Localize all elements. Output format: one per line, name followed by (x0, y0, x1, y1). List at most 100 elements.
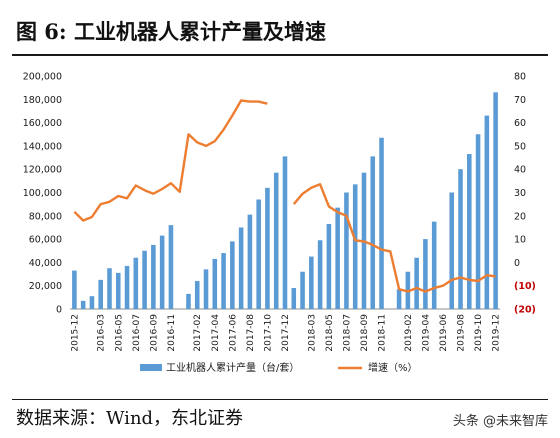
right-tick-label: 30 (514, 188, 526, 199)
line-series (73, 99, 496, 293)
left-tick-label: 60,000 (29, 235, 62, 246)
bar (256, 199, 261, 309)
x-axis: 2015-12 2016-03 2016-05 2016-07 2016-09 2016-… (70, 314, 501, 352)
growth-line (73, 99, 268, 222)
x-tick-label: 2018-11 (378, 314, 388, 352)
x-tick-label: 2016-05 (114, 314, 124, 352)
bar (89, 296, 95, 309)
legend-bar-label: 工业机器人累计产量（台/套） (166, 361, 299, 374)
x-tick-label: 2017-04 (211, 314, 221, 352)
legend-line-label: 增速（%） (368, 361, 418, 374)
bar (326, 223, 332, 309)
x-tick-label: 2018-09 (360, 314, 370, 352)
bar (273, 172, 279, 309)
left-tick-label: 100,000 (23, 188, 62, 199)
bar (194, 281, 200, 309)
bar (247, 214, 253, 309)
x-tick-label: 2019-04 (421, 314, 431, 352)
bar (449, 192, 455, 309)
x-tick-label: 2018-03 (307, 314, 317, 352)
bar (98, 279, 103, 309)
bar (115, 272, 121, 309)
bar (124, 265, 130, 309)
title-rule (12, 54, 548, 56)
bar (475, 134, 481, 309)
x-tick-label: 2017-02 (193, 314, 203, 352)
x-tick-label: 2017-10 (263, 314, 273, 352)
bar (80, 300, 86, 309)
left-y-axis: 0 20,000 40,000 60,000 80,000 100,000 120,000 1… (23, 72, 62, 316)
footer-rule (12, 399, 548, 400)
figure-title: 图 6: 工业机器人累计产量及增速 (16, 19, 326, 44)
bar (72, 270, 77, 309)
bar (265, 187, 270, 309)
left-tick-label: 0 (56, 305, 62, 316)
right-tick-label: 70 (514, 95, 526, 106)
x-tick-label: 2019-08 (457, 314, 467, 352)
bar (370, 156, 376, 309)
bar (230, 241, 235, 309)
right-tick-label: 60 (514, 118, 526, 129)
legend: 工业机器人累计产量（台/套） 增速（%） (140, 361, 418, 374)
bar (414, 257, 419, 309)
x-tick-label: 2019-02 (404, 314, 414, 352)
source-note: 数据来源：Wind，东北证券 (16, 408, 244, 429)
bar (291, 288, 297, 309)
bar (203, 269, 209, 309)
bar (300, 271, 305, 309)
x-tick-label: 2017-12 (281, 314, 291, 352)
x-tick-label: 2018-07 (342, 314, 352, 352)
right-tick-label: 20 (514, 211, 526, 222)
x-tick-label: 2018-05 (325, 314, 335, 352)
x-tick-label: 2017-08 (246, 314, 256, 352)
bar (142, 250, 147, 309)
right-tick-label: 10 (514, 235, 526, 246)
left-tick-label: 40,000 (29, 258, 62, 269)
bar (186, 293, 191, 309)
left-tick-label: 140,000 (23, 141, 62, 152)
bar-series (72, 92, 498, 309)
right-tick-label: 40 (514, 165, 526, 176)
right-tick-label: (20) (514, 305, 536, 316)
x-tick-label: 2016-09 (149, 314, 159, 352)
x-tick-label: 2016-07 (132, 314, 142, 352)
bar (309, 256, 314, 309)
watermark: 头条 @未来智库 (452, 414, 548, 429)
growth-line (292, 183, 496, 293)
left-tick-label: 200,000 (23, 72, 62, 83)
bar (159, 235, 165, 309)
bar (151, 244, 156, 309)
right-tick-label: 0 (514, 258, 520, 269)
chart-area: 0 20,000 40,000 60,000 80,000 100,000 120,000 1… (23, 72, 536, 375)
left-tick-label: 120,000 (23, 165, 62, 176)
bar (238, 227, 244, 309)
bar (282, 156, 288, 309)
bar (317, 240, 323, 309)
left-tick-label: 20,000 (29, 281, 62, 292)
x-tick-label: 2016-03 (97, 314, 107, 352)
bar (379, 137, 384, 309)
left-tick-label: 180,000 (23, 95, 62, 106)
bar (458, 169, 463, 309)
bar (396, 289, 402, 309)
bar (133, 257, 139, 309)
figure-header: 图 6: 工业机器人累计产量及增速 (0, 0, 560, 56)
bar (431, 221, 437, 309)
x-tick-label: 2017-06 (228, 314, 238, 352)
bar (212, 258, 218, 309)
right-tick-label: (10) (514, 281, 536, 292)
x-tick-label: 2015-12 (70, 314, 80, 352)
bar (493, 92, 498, 309)
bar (335, 207, 340, 309)
legend-bar-swatch (140, 364, 162, 371)
right-y-axis: (20) (10) 0 10 20 30 40 50 60 70 80 (514, 72, 536, 316)
left-tick-label: 80,000 (29, 211, 62, 222)
bar (221, 253, 226, 309)
x-tick-label: 2019-12 (492, 314, 502, 352)
bar (423, 239, 428, 309)
bar (352, 184, 358, 309)
bar (107, 268, 112, 309)
right-tick-label: 80 (514, 72, 526, 83)
bar (344, 192, 349, 309)
x-tick-label: 2019-06 (439, 314, 449, 352)
